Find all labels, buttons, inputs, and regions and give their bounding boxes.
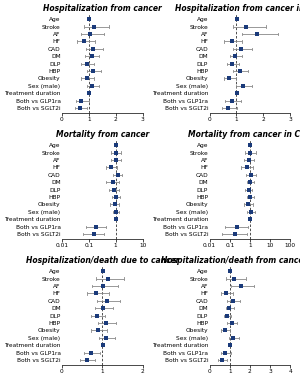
Title: Mortality from cancer: Mortality from cancer	[56, 130, 149, 139]
Title: Mortality from cancer in CVD: Mortality from cancer in CVD	[188, 130, 300, 139]
Title: Hospitalization/death from cancer in CVD: Hospitalization/death from cancer in CVD	[161, 256, 300, 265]
Title: Hospitalization/death due to cancer: Hospitalization/death due to cancer	[26, 256, 179, 265]
Title: Hospitalization from cancer in CVD: Hospitalization from cancer in CVD	[175, 4, 300, 13]
Title: Hospitalization from cancer: Hospitalization from cancer	[43, 4, 162, 13]
